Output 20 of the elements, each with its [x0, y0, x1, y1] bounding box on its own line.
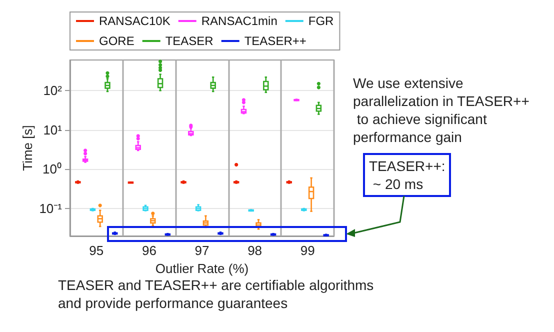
text: We use extensive parallelization in TEASER++ to achieve significant performance gain [353, 75, 530, 145]
x-axis-title: Outlier Rate (%) [155, 260, 249, 276]
y-tick-label: 10⁰ [42, 162, 62, 177]
legend-label: TEASER++ [244, 34, 306, 48]
x-tick-label: 98 [248, 243, 262, 258]
x-tick-label: 99 [300, 243, 315, 258]
legend-label: TEASER [165, 34, 214, 48]
y-tick-label: 10¹ [43, 122, 63, 138]
y-axis-title: Time [s] [20, 125, 35, 171]
y-tick-label: 10² [43, 83, 63, 98]
legend-label: RANSAC1min [201, 14, 278, 28]
legend-label: GORE [99, 34, 134, 48]
legend-label: RANSAC10K [99, 14, 170, 28]
legend-label: FGR [308, 14, 334, 28]
text: TEASER++: ~ 20 ms [369, 158, 446, 192]
y-tick-label: 10⁻¹ [39, 201, 63, 216]
x-tick-label: 96 [142, 243, 156, 258]
x-tick-label: 97 [194, 243, 210, 258]
x-tick-label: 95 [89, 243, 104, 258]
text: TEASER and TEASER++ are certifiable algorithms and provide performance guarantees [58, 277, 378, 311]
